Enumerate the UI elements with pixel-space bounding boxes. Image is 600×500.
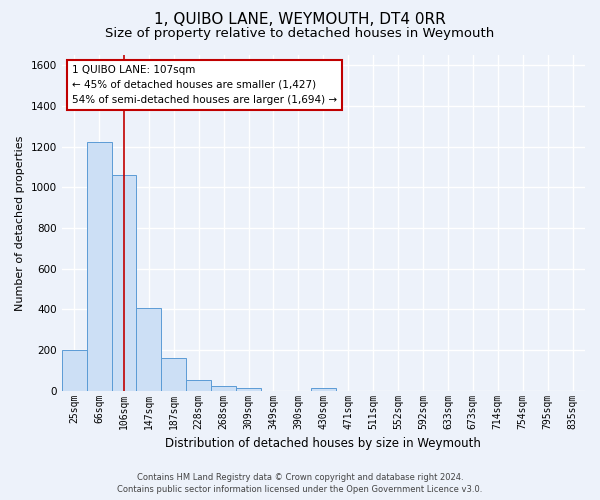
Bar — [112, 175, 136, 390]
Bar — [86, 142, 112, 390]
Bar — [62, 350, 86, 391]
Text: 1 QUIBO LANE: 107sqm
← 45% of detached houses are smaller (1,427)
54% of semi-de: 1 QUIBO LANE: 107sqm ← 45% of detached h… — [72, 65, 337, 104]
X-axis label: Distribution of detached houses by size in Weymouth: Distribution of detached houses by size … — [166, 437, 481, 450]
Bar — [211, 386, 236, 390]
Bar — [186, 380, 211, 390]
Text: Contains HM Land Registry data © Crown copyright and database right 2024.
Contai: Contains HM Land Registry data © Crown c… — [118, 472, 482, 494]
Y-axis label: Number of detached properties: Number of detached properties — [15, 135, 25, 310]
Bar — [136, 308, 161, 390]
Text: 1, QUIBO LANE, WEYMOUTH, DT4 0RR: 1, QUIBO LANE, WEYMOUTH, DT4 0RR — [154, 12, 446, 28]
Bar — [161, 358, 186, 390]
Bar — [311, 388, 336, 390]
Text: Size of property relative to detached houses in Weymouth: Size of property relative to detached ho… — [106, 28, 494, 40]
Bar — [236, 388, 261, 390]
